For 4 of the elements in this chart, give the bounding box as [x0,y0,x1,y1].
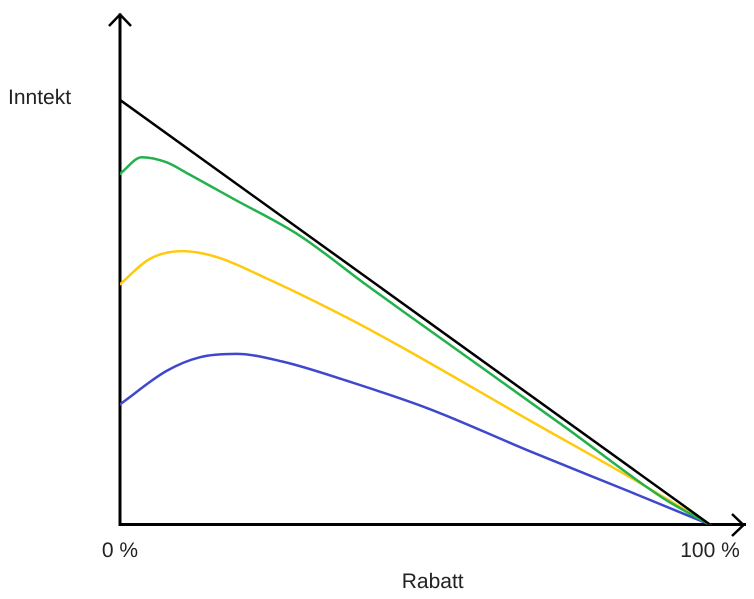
y-axis-title: Inntekt [8,86,72,110]
x-tick-label: 100 % [680,538,740,562]
x-axis-title: Rabatt [402,570,464,594]
x-tick-label: 0 % [102,538,138,562]
